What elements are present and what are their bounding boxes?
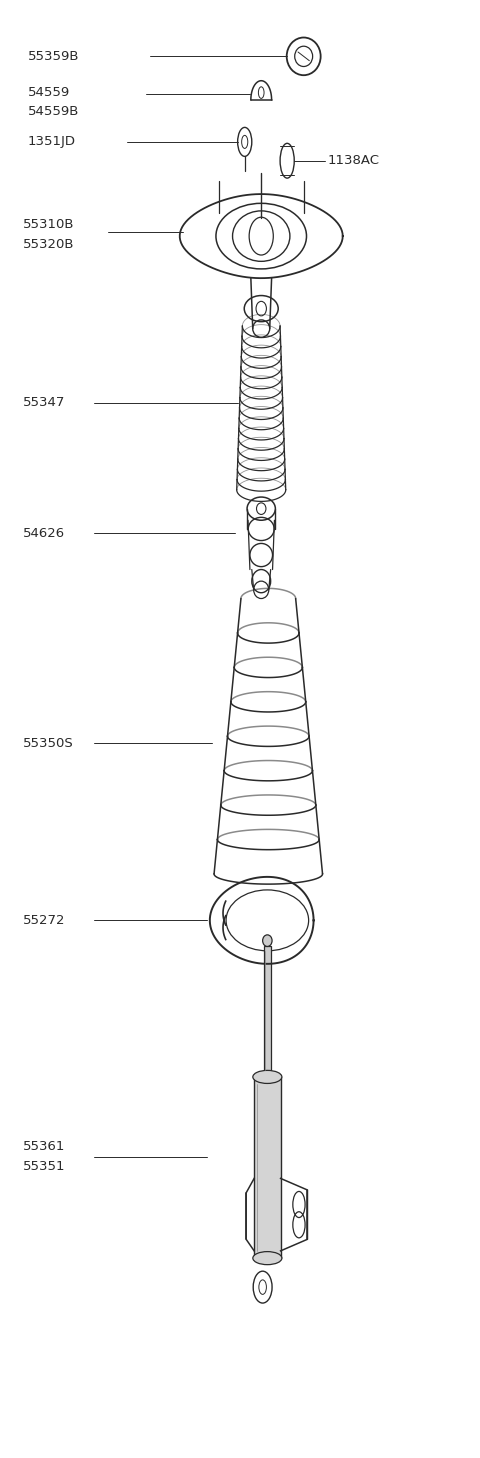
Text: 55359B: 55359B bbox=[28, 50, 79, 63]
Text: 54626: 54626 bbox=[23, 526, 65, 539]
Text: 55361: 55361 bbox=[23, 1140, 65, 1153]
Text: 55350S: 55350S bbox=[23, 736, 74, 749]
Text: 54559B: 54559B bbox=[28, 105, 79, 118]
Text: 55320B: 55320B bbox=[23, 238, 74, 251]
FancyBboxPatch shape bbox=[254, 1077, 281, 1258]
Text: 1351JD: 1351JD bbox=[28, 136, 76, 149]
Text: 55351: 55351 bbox=[23, 1161, 66, 1174]
Text: 55310B: 55310B bbox=[23, 219, 74, 230]
Text: 55272: 55272 bbox=[23, 914, 66, 927]
Text: 55347: 55347 bbox=[23, 397, 65, 410]
Text: 54559: 54559 bbox=[28, 86, 70, 99]
FancyBboxPatch shape bbox=[264, 946, 271, 1075]
Text: 1138AC: 1138AC bbox=[327, 155, 379, 168]
Ellipse shape bbox=[253, 1070, 282, 1083]
Ellipse shape bbox=[263, 935, 272, 946]
Ellipse shape bbox=[253, 1251, 282, 1264]
